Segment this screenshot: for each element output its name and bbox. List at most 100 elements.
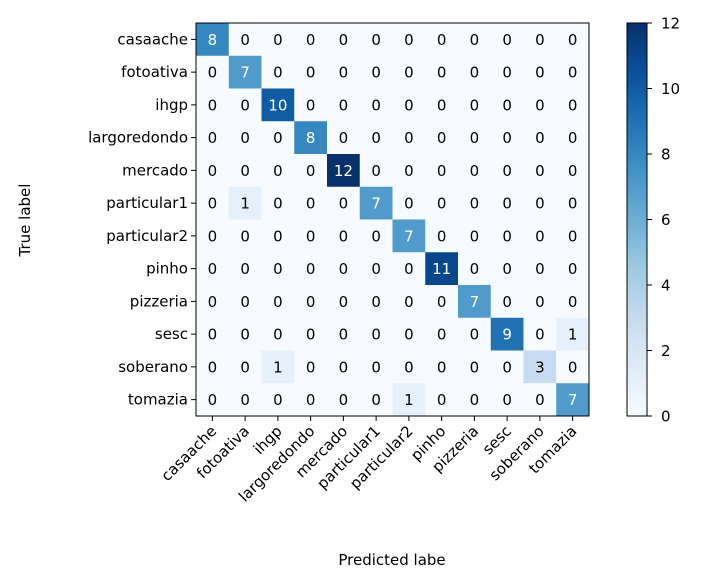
heatmap-cell — [261, 383, 295, 417]
heatmap-cell — [523, 252, 557, 286]
heatmap-cell — [196, 121, 230, 155]
heatmap-cell — [196, 383, 230, 417]
heatmap-cell — [425, 55, 459, 89]
cell-value-label: 0 — [371, 162, 381, 180]
cell-value-label: 0 — [306, 293, 316, 311]
cell-value-label: 0 — [568, 96, 578, 114]
cell-value-label: 0 — [404, 260, 414, 278]
heatmap-cell — [327, 383, 361, 417]
heatmap-cell — [294, 219, 328, 253]
heatmap-cell — [196, 317, 230, 351]
heatmap-cell — [327, 252, 361, 286]
cell-value-label: 0 — [535, 260, 545, 278]
heatmap-cell — [261, 121, 295, 155]
colorbar-tick-label: 6 — [661, 211, 671, 229]
heatmap-cell — [523, 317, 557, 351]
cell-value-label: 0 — [502, 391, 512, 409]
cell-value-label: 0 — [404, 64, 414, 82]
cell-value-label: 0 — [371, 391, 381, 409]
cell-value-label: 0 — [306, 326, 316, 344]
cell-value-label: 0 — [273, 326, 283, 344]
heatmap-cell — [228, 55, 262, 89]
cell-value-label: 3 — [535, 358, 545, 376]
cell-value-label: 0 — [306, 227, 316, 245]
y-tick-label: casaache — [117, 30, 188, 48]
heatmap-cell — [196, 55, 230, 89]
heatmap-cell — [327, 121, 361, 155]
cell-value-label: 0 — [339, 96, 349, 114]
cell-value-label: 0 — [208, 260, 218, 278]
heatmap-cell — [261, 23, 295, 57]
cell-value-label: 0 — [404, 162, 414, 180]
cell-value-label: 0 — [208, 195, 218, 213]
cell-value-label: 0 — [339, 358, 349, 376]
cell-value-label: 10 — [268, 96, 287, 114]
cell-value-label: 0 — [568, 64, 578, 82]
cell-value-label: 0 — [371, 31, 381, 49]
heatmap-cell — [490, 88, 524, 122]
heatmap-cell — [294, 154, 328, 188]
cell-value-label: 0 — [502, 162, 512, 180]
heatmap-cell — [294, 350, 328, 384]
cell-value-label: 0 — [568, 31, 578, 49]
cell-value-label: 0 — [371, 260, 381, 278]
heatmap-cell — [327, 350, 361, 384]
heatmap-cell — [458, 186, 492, 220]
cell-value-label: 0 — [306, 162, 316, 180]
cell-value-label: 0 — [437, 96, 447, 114]
heatmap-cell — [425, 219, 459, 253]
cell-value-label: 0 — [535, 129, 545, 147]
heatmap-cell — [196, 252, 230, 286]
cell-value-label: 0 — [437, 227, 447, 245]
colorbar-tick-label: 2 — [661, 342, 671, 360]
cell-value-label: 0 — [339, 31, 349, 49]
heatmap-cell — [196, 88, 230, 122]
heatmap-cell — [556, 186, 590, 220]
cell-value-label: 0 — [502, 96, 512, 114]
heatmap-cell — [228, 219, 262, 253]
cell-value-label: 0 — [240, 326, 250, 344]
heatmap-cell — [261, 285, 295, 319]
cell-value-label: 7 — [371, 195, 381, 213]
heatmap-cell — [294, 121, 328, 155]
cell-value-label: 0 — [470, 358, 480, 376]
cell-value-label: 0 — [502, 129, 512, 147]
cell-value-label: 0 — [339, 195, 349, 213]
cell-value-label: 0 — [437, 326, 447, 344]
y-axis-ticks: casaache fotoativa ihgp largoredondo mercado… — [88, 30, 196, 409]
heatmap-cell — [228, 252, 262, 286]
heatmap-cell — [327, 23, 361, 57]
cell-value-label: 7 — [404, 227, 414, 245]
y-tick-label: largoredondo — [88, 129, 188, 147]
heatmap-cell — [392, 55, 426, 89]
cell-value-label: 0 — [306, 260, 316, 278]
heatmap-cell — [490, 350, 524, 384]
cell-value-label: 1 — [404, 391, 414, 409]
cell-value-label: 0 — [273, 129, 283, 147]
heatmap-cell — [392, 154, 426, 188]
heatmap-cell — [490, 317, 524, 351]
cell-value-label: 8 — [306, 129, 316, 147]
colorbar-tick-label: 8 — [661, 146, 671, 164]
cell-value-label: 0 — [568, 129, 578, 147]
cell-value-label: 0 — [208, 358, 218, 376]
cell-value-label: 0 — [568, 162, 578, 180]
heatmap-cell — [490, 121, 524, 155]
colorbar-ticks: 0 2 4 6 8 10 12 — [647, 15, 680, 426]
cell-value-label: 0 — [240, 96, 250, 114]
heatmap-cell — [556, 219, 590, 253]
cell-value-label: 0 — [437, 195, 447, 213]
cell-value-label: 0 — [470, 129, 480, 147]
heatmap-cell — [359, 317, 393, 351]
cell-value-label: 0 — [339, 293, 349, 311]
colorbar-tick-label: 12 — [661, 15, 680, 33]
heatmap-cell — [359, 121, 393, 155]
heatmap-cell — [359, 55, 393, 89]
heatmap-cell — [425, 186, 459, 220]
cell-value-label: 0 — [273, 391, 283, 409]
cell-value-label: 0 — [240, 162, 250, 180]
cell-value-label: 0 — [535, 162, 545, 180]
cell-value-label: 0 — [208, 162, 218, 180]
cell-value-label: 0 — [404, 96, 414, 114]
heatmap-cell — [359, 219, 393, 253]
